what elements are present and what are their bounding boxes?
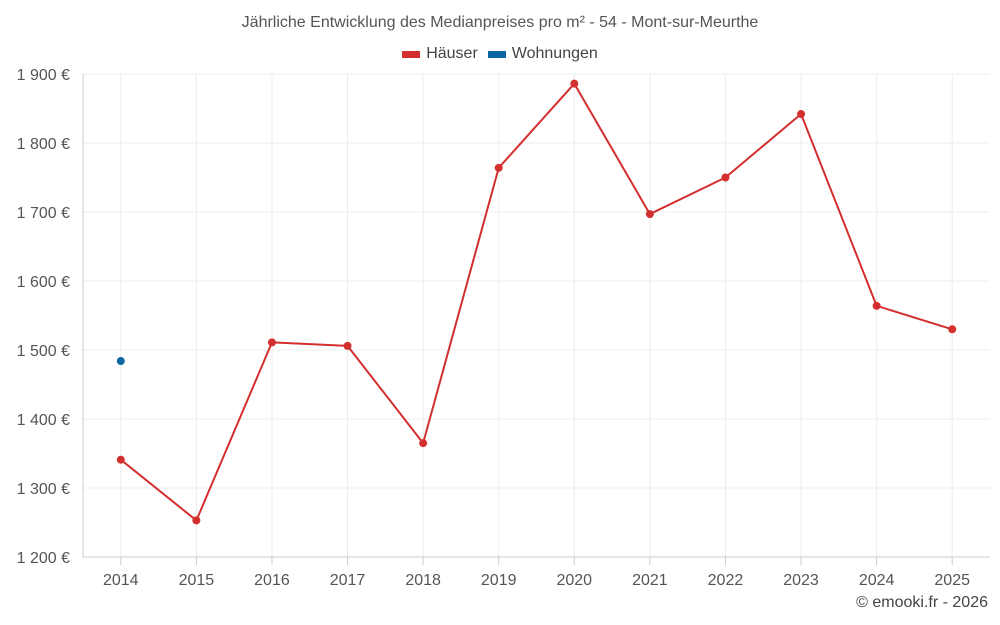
legend-label-haeuser: Häuser — [426, 45, 478, 62]
y-tick-label: 1 600 € — [17, 274, 70, 291]
x-tick-label: 2016 — [254, 572, 290, 589]
legend-item-haeuser[interactable]: Häuser — [402, 45, 478, 63]
y-tick-label: 1 900 € — [17, 67, 70, 84]
x-tick-label: 2020 — [556, 572, 592, 589]
series-line-haeuser — [120, 82, 953, 522]
data-point-haeuser — [116, 455, 125, 464]
data-point-haeuser — [419, 439, 428, 448]
x-tick-label: 2014 — [103, 572, 139, 589]
chart-legend: Häuser Wohnungen — [0, 45, 1000, 63]
data-point-haeuser — [721, 173, 730, 182]
y-tick-label: 1 200 € — [17, 550, 70, 567]
x-tick-label: 2025 — [934, 572, 970, 589]
legend-label-wohnungen: Wohnungen — [511, 45, 598, 62]
y-tick-label: 1 500 € — [17, 343, 70, 360]
data-point-haeuser — [267, 338, 276, 347]
data-point-haeuser — [494, 163, 503, 172]
y-tick-label: 1 300 € — [17, 481, 70, 498]
data-point-haeuser — [948, 325, 957, 334]
x-tick-label: 2015 — [179, 572, 215, 589]
copyright-credit: © emooki.fr - 2026 — [856, 594, 988, 611]
data-point-wohnungen — [116, 357, 125, 366]
x-tick-label: 2022 — [708, 572, 744, 589]
x-tick-label: 2024 — [859, 572, 895, 589]
legend-swatch-wohnungen — [487, 50, 506, 58]
x-tick-label: 2017 — [330, 572, 366, 589]
legend-item-wohnungen[interactable]: Wohnungen — [487, 45, 598, 63]
data-point-haeuser — [872, 301, 881, 310]
data-point-haeuser — [343, 341, 352, 350]
data-point-haeuser — [797, 110, 806, 119]
data-point-haeuser — [192, 516, 201, 525]
x-tick-label: 2018 — [405, 572, 441, 589]
x-tick-label: 2021 — [632, 572, 668, 589]
y-tick-label: 1 400 € — [17, 412, 70, 429]
x-tick-label: 2019 — [481, 572, 517, 589]
x-tick-label: 2023 — [783, 572, 819, 589]
y-tick-label: 1 800 € — [17, 136, 70, 153]
data-point-haeuser — [645, 210, 654, 219]
y-tick-label: 1 700 € — [17, 205, 70, 222]
legend-swatch-haeuser — [402, 50, 421, 58]
chart-title: Jährliche Entwicklung des Medianpreises … — [241, 14, 759, 31]
data-point-haeuser — [570, 79, 579, 88]
